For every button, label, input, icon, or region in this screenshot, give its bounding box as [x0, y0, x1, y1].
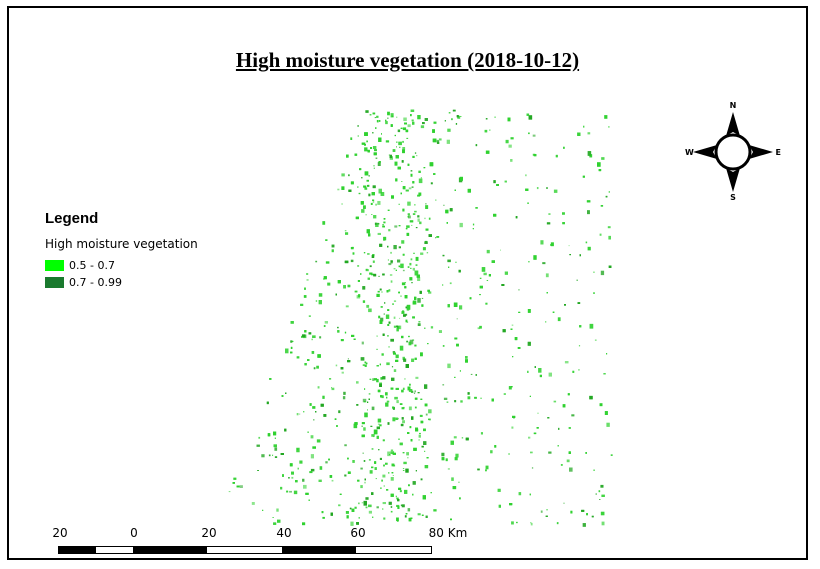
east-arrow-icon	[749, 145, 773, 159]
scale-segment	[95, 547, 133, 553]
legend: Legend High moisture vegetation 0.5 - 0.…	[45, 210, 245, 291]
legend-swatch-low	[45, 260, 64, 271]
legend-label-high: 0.7 - 0.99	[69, 276, 122, 289]
compass-north-label: N	[730, 101, 737, 110]
scale-segment	[356, 547, 431, 553]
scale-label-1: 0	[130, 526, 138, 540]
compass-rose-icon: N S W E	[685, 101, 781, 202]
scale-segment	[59, 547, 96, 553]
legend-swatch-high	[45, 277, 64, 288]
compass-ring	[714, 133, 752, 171]
west-arrow-icon	[693, 145, 717, 159]
scale-label-4: 60	[350, 526, 366, 540]
legend-item-high: 0.7 - 0.99	[45, 274, 245, 291]
map-frame: High moisture vegetation (2018-10-12)	[7, 6, 808, 560]
legend-label-low: 0.5 - 0.7	[69, 259, 115, 272]
legend-item-low: 0.5 - 0.7	[45, 257, 245, 274]
scale-bar: 20 0 20 40 60 80 Km	[52, 526, 478, 556]
south-arrow-icon	[726, 168, 740, 192]
legend-heading: Legend	[45, 210, 99, 227]
scale-label-2: 20	[201, 526, 217, 540]
scale-bar-track	[58, 546, 432, 554]
map-title: High moisture vegetation (2018-10-12)	[235, 48, 580, 72]
scale-segment	[132, 547, 208, 553]
compass-east-label: E	[776, 148, 781, 157]
scale-segment	[207, 547, 282, 553]
scale-label-5: 80 Km	[428, 526, 468, 540]
moisture-raster-layer	[228, 109, 613, 527]
compass-south-label: S	[730, 193, 736, 202]
scale-segment	[281, 547, 357, 553]
scale-label-0: 20	[52, 526, 68, 540]
compass-west-label: W	[685, 148, 694, 157]
north-arrow-icon	[726, 112, 740, 136]
scale-label-3: 40	[276, 526, 292, 540]
legend-layer-name: High moisture vegetation	[45, 237, 198, 251]
